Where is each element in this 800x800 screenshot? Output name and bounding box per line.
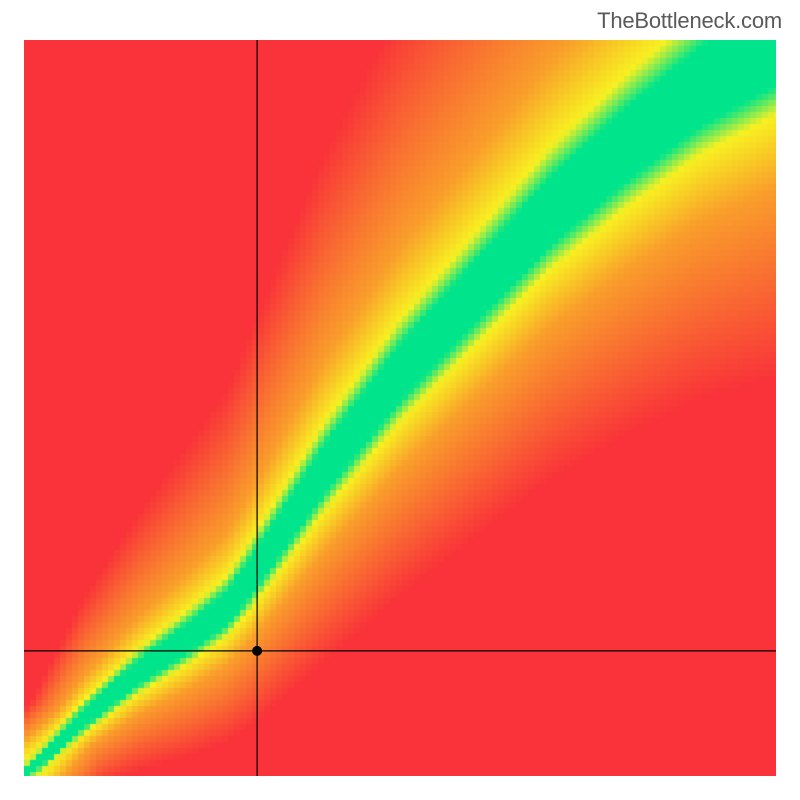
watermark-text: TheBottleneck.com bbox=[597, 8, 782, 34]
marker-point bbox=[252, 646, 262, 656]
plot-area bbox=[24, 40, 776, 776]
overlay-svg bbox=[24, 40, 776, 776]
